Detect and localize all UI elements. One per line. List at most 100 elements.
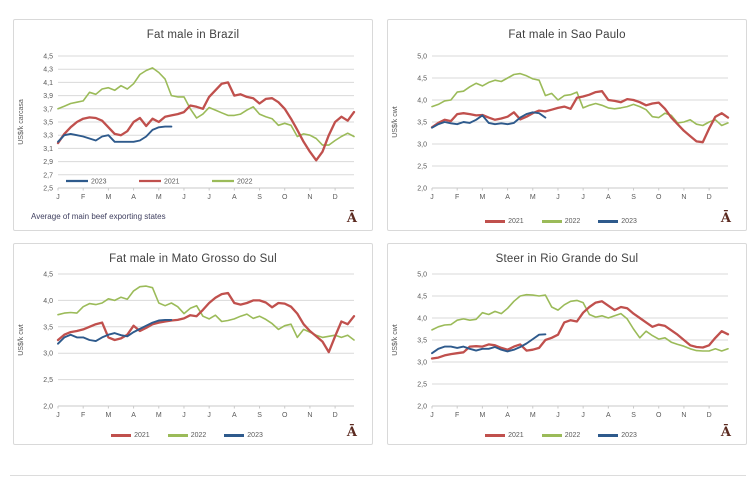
x-tick-label: F: [455, 412, 459, 419]
series-line-2022: [431, 293, 729, 352]
sao-paulo-price-chart: 5,04,54,03,53,02,52,0J F M A M J J A S O N DUS$/k c…: [392, 54, 730, 201]
chart-title: Fat male in Mato Grosso do Sul: [109, 253, 277, 265]
legend-swatch: [598, 434, 619, 437]
legend-label: 2021: [508, 218, 524, 225]
legend-item-2021: 2021: [485, 218, 524, 225]
legend-item-2022: 2022: [541, 432, 581, 439]
legend-item-2023: 2023: [598, 218, 637, 225]
series-line-2021: [430, 300, 730, 360]
x-tick-label: S: [631, 412, 636, 419]
legend-label: 2023: [621, 432, 637, 439]
y-axis-label: US$/k cwt: [18, 324, 25, 356]
x-tick-label: J: [556, 194, 560, 201]
y-axis-label: US$/k cwt: [392, 106, 399, 138]
legend-label: 2023: [621, 218, 637, 225]
x-tick-label: D: [707, 194, 712, 201]
series-line-2023: [431, 111, 547, 129]
legend-label-2021: 2021: [164, 179, 180, 186]
legend-swatch: [167, 434, 188, 437]
x-tick-label: J: [182, 412, 186, 419]
series-line-2022: [57, 285, 355, 341]
rio-grande-price-chart: 5,04,54,03,53,02,52,0J F M A M J J A S O N DUS$/k c…: [392, 272, 730, 419]
legend-item-2021: 2021: [485, 432, 524, 439]
y-tick-label: 5,0: [417, 272, 427, 279]
y-tick-label: 4,0: [417, 98, 427, 105]
y-tick-label: 3,5: [43, 120, 53, 127]
y-tick-label: 3,3: [43, 133, 53, 140]
series-line-2023: [431, 333, 547, 355]
x-tick-label: J: [581, 194, 585, 201]
chart-legend: 2021 2022 2023: [54, 432, 320, 439]
x-tick-label: S: [631, 194, 636, 201]
y-tick-label: 3,0: [417, 142, 427, 149]
chart-legend: 2021 2022 2023: [428, 432, 694, 439]
legend-swatch: [598, 220, 619, 223]
y-tick-label: 2,5: [43, 186, 53, 193]
chart-title: Steer in Rio Grande do Sul: [495, 253, 639, 265]
y-tick-label: 2,5: [43, 377, 53, 384]
x-tick-label: J: [430, 194, 434, 201]
series-line-2022: [431, 72, 729, 127]
y-tick-label: 2,9: [43, 159, 53, 166]
y-tick-label: 5,0: [417, 54, 427, 61]
x-tick-label: F: [455, 194, 459, 201]
y-tick-label: 4,5: [43, 272, 53, 279]
y-tick-label: 2,0: [417, 186, 427, 193]
panel-steer-rio-grande-do-sul: Steer in Rio Grande do Sul 5,0 4,5 4,0 3,5 3…: [387, 243, 747, 445]
chart-legend: 2021 2022 2023: [428, 218, 694, 225]
x-tick-label: A: [131, 412, 136, 419]
legend-swatch: [224, 434, 245, 437]
x-tick-label: M: [479, 412, 485, 419]
y-tick-label: 4,3: [43, 67, 53, 74]
legend-label-2023: 2023: [91, 179, 107, 186]
y-tick-label: 4,1: [43, 80, 53, 87]
legend-label: 2022: [190, 432, 207, 439]
y-axis-label: US$/k cwt: [392, 324, 399, 356]
x-tick-label: A: [505, 194, 510, 201]
y-tick-label: 3,7: [43, 106, 53, 113]
y-tick-label: 2,5: [417, 382, 427, 389]
x-tick-label: J: [182, 194, 186, 201]
legend-item-2022: 2022: [541, 218, 581, 225]
legend-swatch: [485, 220, 506, 223]
x-tick-label: J: [430, 412, 434, 419]
x-tick-label: F: [81, 412, 85, 419]
x-tick-label: D: [707, 412, 712, 419]
x-tick-label: A: [505, 412, 510, 419]
panel-fat-male-sao-paulo: Fat male in Sao Paulo 5,0 4,5 4,0 3,5 3,0 2,5…: [387, 19, 747, 231]
series-line-2022: [57, 67, 355, 146]
y-tick-label: 2,7: [43, 172, 53, 179]
x-tick-label: D: [333, 194, 338, 201]
x-tick-label: A: [131, 194, 136, 201]
x-tick-label: O: [282, 412, 288, 419]
series-line-2021: [56, 81, 356, 162]
y-tick-label: 3,5: [43, 324, 53, 331]
legend-swatch: [541, 220, 562, 223]
x-tick-label: N: [307, 412, 312, 419]
series-line-2023: [57, 318, 173, 345]
y-tick-label: 4,0: [43, 298, 53, 305]
x-tick-label: J: [56, 194, 60, 201]
mato-grosso-price-chart: 4,54,03,53,02,52,0J F M A M J J A S O N DUS$/k cwt: [18, 272, 356, 419]
x-tick-label: M: [479, 194, 485, 201]
x-tick-label: M: [105, 412, 111, 419]
chart-footnote: Average of main beef exporting states: [31, 212, 166, 221]
y-tick-label: 3,5: [417, 338, 427, 345]
series-line-2023: [57, 125, 173, 143]
y-tick-label: 3,1: [43, 146, 53, 153]
y-tick-label: 2,0: [43, 404, 53, 411]
y-tick-label: 4,0: [417, 316, 427, 323]
legend-label: 2022: [564, 218, 581, 225]
y-tick-label: 2,5: [417, 164, 427, 171]
chart-title: Fat male in Brazil: [146, 29, 240, 41]
x-tick-label: J: [581, 412, 585, 419]
legend-item-2023: 2023: [224, 432, 263, 439]
x-tick-label: O: [656, 194, 662, 201]
x-tick-label: J: [207, 412, 211, 419]
legend-swatch: [111, 434, 132, 437]
y-tick-label: 3,0: [417, 360, 427, 367]
y-tick-label: 4,5: [43, 54, 53, 61]
logo-glyph: Ā: [720, 425, 731, 440]
legend-label: 2022: [564, 432, 581, 439]
